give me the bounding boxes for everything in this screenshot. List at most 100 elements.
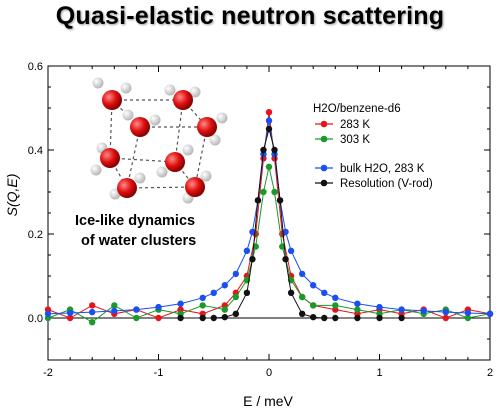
oxygen-atom	[102, 90, 122, 110]
hydrogen-bond	[126, 186, 196, 189]
x-axis-label: E / meV	[243, 393, 293, 409]
hydrogen-atom	[156, 166, 168, 178]
legend-group-title: H2O/benzene-d6	[313, 103, 401, 115]
data-point	[332, 302, 339, 309]
oxygen-atom	[100, 148, 120, 168]
data-point	[66, 309, 74, 317]
hydrogen-atom	[209, 134, 221, 146]
data-point	[282, 256, 289, 263]
data-point	[89, 308, 96, 316]
annotation-line-1: Ice-like dynamics	[75, 213, 195, 229]
oxygen-atom	[117, 178, 137, 198]
legend-marker	[320, 135, 328, 143]
legend-entry: 303 K	[340, 134, 370, 146]
data-point	[321, 289, 328, 296]
data-point	[221, 282, 228, 289]
data-point	[221, 313, 228, 321]
data-point	[44, 310, 52, 317]
data-point	[232, 293, 240, 301]
series-3	[177, 125, 405, 322]
plot-area: -2 -1 0 1 2 0.0 0.2 0.4 0.6	[28, 61, 494, 379]
data-point	[155, 314, 162, 322]
data-point	[376, 303, 383, 311]
data-point	[265, 117, 273, 124]
hydrogen-atom	[216, 112, 228, 124]
hydrogen-bond	[109, 157, 176, 163]
y-tick-label: 0.4	[28, 145, 43, 157]
y-tick-label: 0.2	[28, 229, 43, 241]
hydrogen-bond	[126, 126, 141, 189]
data-point	[232, 310, 240, 317]
x-tick-label: -1	[154, 367, 164, 379]
data-point	[210, 289, 217, 296]
data-point	[464, 309, 472, 317]
legend-marker	[320, 179, 328, 187]
data-point	[271, 188, 278, 196]
data-point	[177, 300, 184, 307]
hydrogen-atom	[149, 114, 161, 126]
x-tick-label: 1	[376, 367, 382, 379]
data-point	[332, 294, 339, 302]
data-point	[398, 306, 405, 313]
y-tick-label: 0.0	[28, 313, 43, 325]
x-tick-label: -2	[43, 367, 53, 379]
water-cluster-illustration	[90, 77, 228, 204]
data-point	[89, 302, 96, 309]
data-point	[111, 302, 118, 309]
legend-marker	[320, 120, 328, 128]
y-axis-label: S(Q,E)	[4, 174, 20, 217]
data-point	[133, 306, 140, 313]
data-point	[282, 228, 289, 236]
data-point	[254, 197, 262, 204]
hydrogen-atom	[120, 82, 132, 94]
legend-entry: Resolution (V-rod)	[340, 178, 433, 190]
annotation-line-2: of water clusters	[81, 233, 196, 249]
chart-title: Quasi-elastic neutron scattering	[55, 2, 445, 30]
data-point	[271, 146, 278, 154]
hydrogen-atom	[90, 164, 102, 176]
data-point	[199, 294, 206, 302]
data-point	[354, 314, 361, 322]
data-point	[199, 314, 206, 322]
legend-marker	[320, 164, 328, 172]
hydrogen-atom	[92, 77, 104, 89]
data-point	[464, 314, 472, 322]
data-point	[265, 125, 273, 133]
data-point	[66, 314, 74, 322]
data-point	[276, 197, 284, 204]
legend-entry: 283 K	[340, 119, 370, 131]
legend: H2O/benzene-d6 283 K 303 K bulk H2O, 283 K…	[313, 103, 433, 190]
data-point	[310, 282, 317, 289]
oxygen-atom	[197, 117, 217, 137]
x-tick-label: 0	[266, 367, 272, 379]
data-point	[243, 289, 251, 296]
data-point	[354, 300, 361, 307]
data-point	[287, 289, 295, 296]
series-1	[44, 163, 494, 326]
data-point	[260, 146, 267, 154]
data-point	[249, 228, 256, 236]
data-point	[321, 314, 328, 322]
data-point	[221, 306, 228, 313]
x-tick-label: 2	[487, 367, 493, 379]
data-point	[155, 303, 162, 311]
data-point	[298, 310, 306, 317]
data-point	[177, 314, 184, 322]
data-point	[265, 163, 273, 170]
oxygen-atom	[165, 152, 185, 172]
oxygen-atom	[185, 177, 205, 197]
data-point	[243, 247, 251, 254]
data-point	[111, 307, 118, 315]
data-point	[232, 270, 240, 278]
data-point	[298, 270, 306, 278]
data-point	[265, 109, 273, 116]
data-point	[199, 302, 206, 309]
hydrogen-bond	[174, 99, 184, 163]
hydrogen-atom	[182, 144, 194, 156]
legend-entry: bulk H2O, 283 K	[340, 163, 425, 175]
data-point	[486, 310, 494, 317]
data-point	[133, 314, 140, 322]
data-point	[310, 313, 317, 321]
hydrogen-atom	[122, 109, 134, 121]
